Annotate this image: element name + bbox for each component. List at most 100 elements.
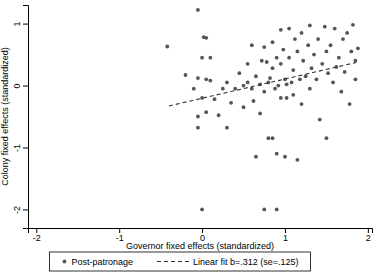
point <box>275 152 279 156</box>
point <box>349 50 353 54</box>
point <box>300 31 304 35</box>
point <box>287 56 291 60</box>
y-axis: -2 -1 0 1 <box>12 6 29 229</box>
scatter-series <box>165 8 359 211</box>
x-tick: 2 <box>366 228 371 243</box>
point <box>196 76 200 80</box>
point <box>262 90 266 94</box>
point <box>254 74 258 78</box>
point <box>273 87 277 91</box>
point <box>301 59 305 63</box>
point <box>233 87 237 91</box>
x-tick-label: 1 <box>283 233 288 243</box>
point <box>291 93 295 97</box>
y-tick-label: -2 <box>12 206 22 214</box>
x-tick-mark <box>119 228 120 233</box>
y-tick-mark <box>23 86 28 87</box>
point <box>250 87 254 91</box>
point <box>312 53 316 57</box>
point <box>325 136 329 140</box>
point <box>275 208 279 212</box>
point <box>348 102 352 106</box>
point <box>276 84 280 88</box>
y-axis-line <box>23 6 29 229</box>
point <box>329 43 333 47</box>
point <box>279 62 283 66</box>
point <box>271 136 275 140</box>
point <box>343 70 347 74</box>
x-axis-title: Governor fixed effects (standardized) <box>126 241 274 251</box>
point <box>316 37 320 41</box>
point <box>266 136 270 140</box>
point <box>354 77 358 81</box>
point <box>310 66 314 70</box>
point <box>225 81 229 85</box>
x-tick-label: 2 <box>366 233 371 243</box>
y-axis-title: Colony fixed effects (standardized) <box>0 47 10 185</box>
point <box>295 158 299 162</box>
point <box>271 66 275 70</box>
fit-line <box>169 63 356 106</box>
x-tick-mark <box>285 228 286 233</box>
y-tick-mark <box>23 209 28 210</box>
y-tick: -2 <box>12 206 28 214</box>
point <box>229 101 233 105</box>
point <box>354 59 358 63</box>
x-tick-mark <box>36 228 37 233</box>
point <box>279 28 283 32</box>
y-tick-label: -1 <box>12 144 22 152</box>
y-tick-mark <box>23 147 28 148</box>
x-tick: 1 <box>283 228 288 243</box>
point <box>339 90 343 94</box>
point <box>225 126 229 130</box>
point <box>295 50 299 54</box>
point <box>320 62 324 66</box>
point <box>308 24 312 28</box>
point <box>323 25 327 29</box>
point <box>200 56 204 60</box>
point <box>275 56 279 60</box>
y-tick-label: 1 <box>12 22 22 27</box>
point <box>283 155 287 159</box>
point <box>221 87 225 91</box>
point <box>318 118 322 122</box>
point <box>242 84 246 88</box>
point <box>252 99 256 103</box>
point <box>293 37 297 41</box>
point <box>196 115 200 119</box>
point <box>345 31 349 35</box>
point <box>242 105 246 109</box>
point <box>217 113 221 117</box>
y-tick: 0 <box>12 84 28 89</box>
legend: Post-patronageLinear fit b=.312 (se=.125… <box>49 252 310 271</box>
legend-line <box>157 261 189 262</box>
point <box>192 87 196 91</box>
point <box>356 46 360 50</box>
point <box>308 87 312 91</box>
point <box>265 60 269 64</box>
legend-label: Post-patronage <box>71 257 133 267</box>
x-tick: -2 <box>33 228 41 243</box>
point <box>204 36 208 40</box>
point <box>325 50 329 54</box>
x-tick-label: -2 <box>33 233 41 243</box>
point <box>300 102 304 106</box>
point <box>351 23 355 27</box>
x-tick-mark <box>202 228 203 233</box>
point <box>298 77 302 81</box>
point <box>250 43 254 47</box>
point <box>258 112 262 116</box>
point <box>279 96 283 100</box>
y-tick-label: 0 <box>12 84 22 89</box>
point <box>268 76 272 80</box>
point <box>266 81 270 85</box>
point <box>304 74 308 78</box>
point <box>326 71 330 75</box>
point <box>200 208 204 212</box>
point <box>306 43 310 47</box>
point <box>281 48 285 52</box>
x-tick-label: -1 <box>116 233 124 243</box>
point <box>331 81 335 85</box>
y-tick: -1 <box>12 144 28 152</box>
point <box>208 56 212 60</box>
